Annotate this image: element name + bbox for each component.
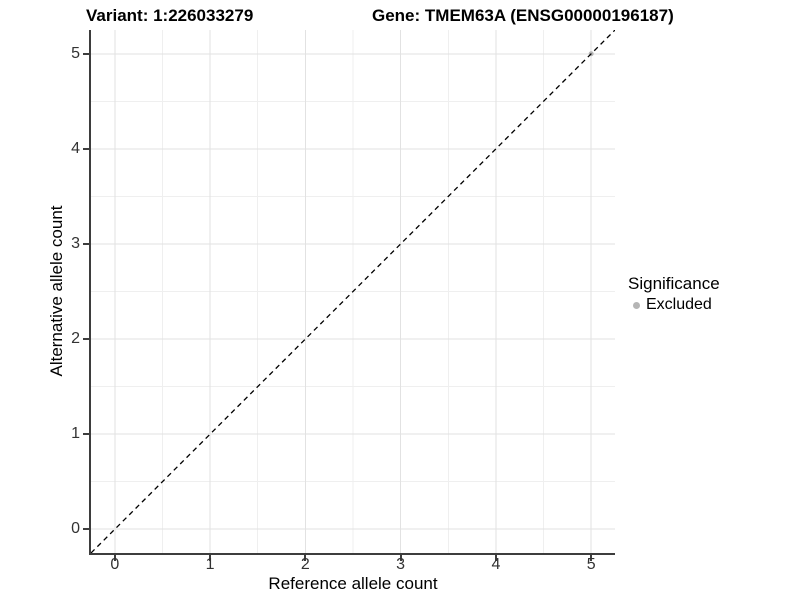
plot-canvas xyxy=(91,30,615,553)
y-tick-mark xyxy=(83,433,89,436)
x-tick-label: 0 xyxy=(110,556,120,573)
y-tick-label: 5 xyxy=(71,44,80,62)
x-tick-mark xyxy=(399,555,402,561)
identity-line xyxy=(91,30,615,553)
y-tick-label: 1 xyxy=(71,425,80,443)
legend-item-label: Excluded xyxy=(646,296,712,313)
y-tick-label: 3 xyxy=(71,234,80,252)
x-axis-title: Reference allele count xyxy=(268,574,438,593)
y-tick-label: 4 xyxy=(71,139,80,157)
x-tick-mark xyxy=(304,555,307,561)
y-tick-mark xyxy=(83,242,89,245)
y-tick-label: 0 xyxy=(71,520,80,538)
plot-panel xyxy=(91,30,615,553)
x-tick-mark xyxy=(113,555,116,561)
y-tick-mark xyxy=(83,52,89,55)
x-tick-label: 3 xyxy=(396,556,406,573)
x-tick-mark xyxy=(209,555,212,561)
chart-title-gene: Gene: TMEM63A (ENSG00000196187) xyxy=(372,6,674,25)
legend-title: Significance xyxy=(628,274,720,293)
legend: Significance Excluded xyxy=(628,273,720,315)
x-axis-line xyxy=(89,553,615,555)
x-tick-label: 2 xyxy=(300,556,310,573)
legend-item-excluded: Excluded xyxy=(628,295,720,315)
y-tick-label: 2 xyxy=(71,330,80,348)
y-tick-mark xyxy=(83,338,89,341)
y-axis-line xyxy=(89,30,91,555)
excluded-point-icon xyxy=(632,301,640,309)
x-tick-label: 1 xyxy=(205,556,215,573)
x-tick-label: 4 xyxy=(491,556,501,573)
y-axis-title: Alternative allele count xyxy=(47,205,66,377)
x-tick-label: 5 xyxy=(586,556,596,573)
x-tick-mark xyxy=(590,555,593,561)
legend-key xyxy=(628,301,644,309)
x-tick-mark xyxy=(494,555,497,561)
chart-title-variant: Variant: 1:226033279 xyxy=(86,6,254,25)
y-tick-mark xyxy=(83,528,89,531)
y-tick-mark xyxy=(83,147,89,150)
